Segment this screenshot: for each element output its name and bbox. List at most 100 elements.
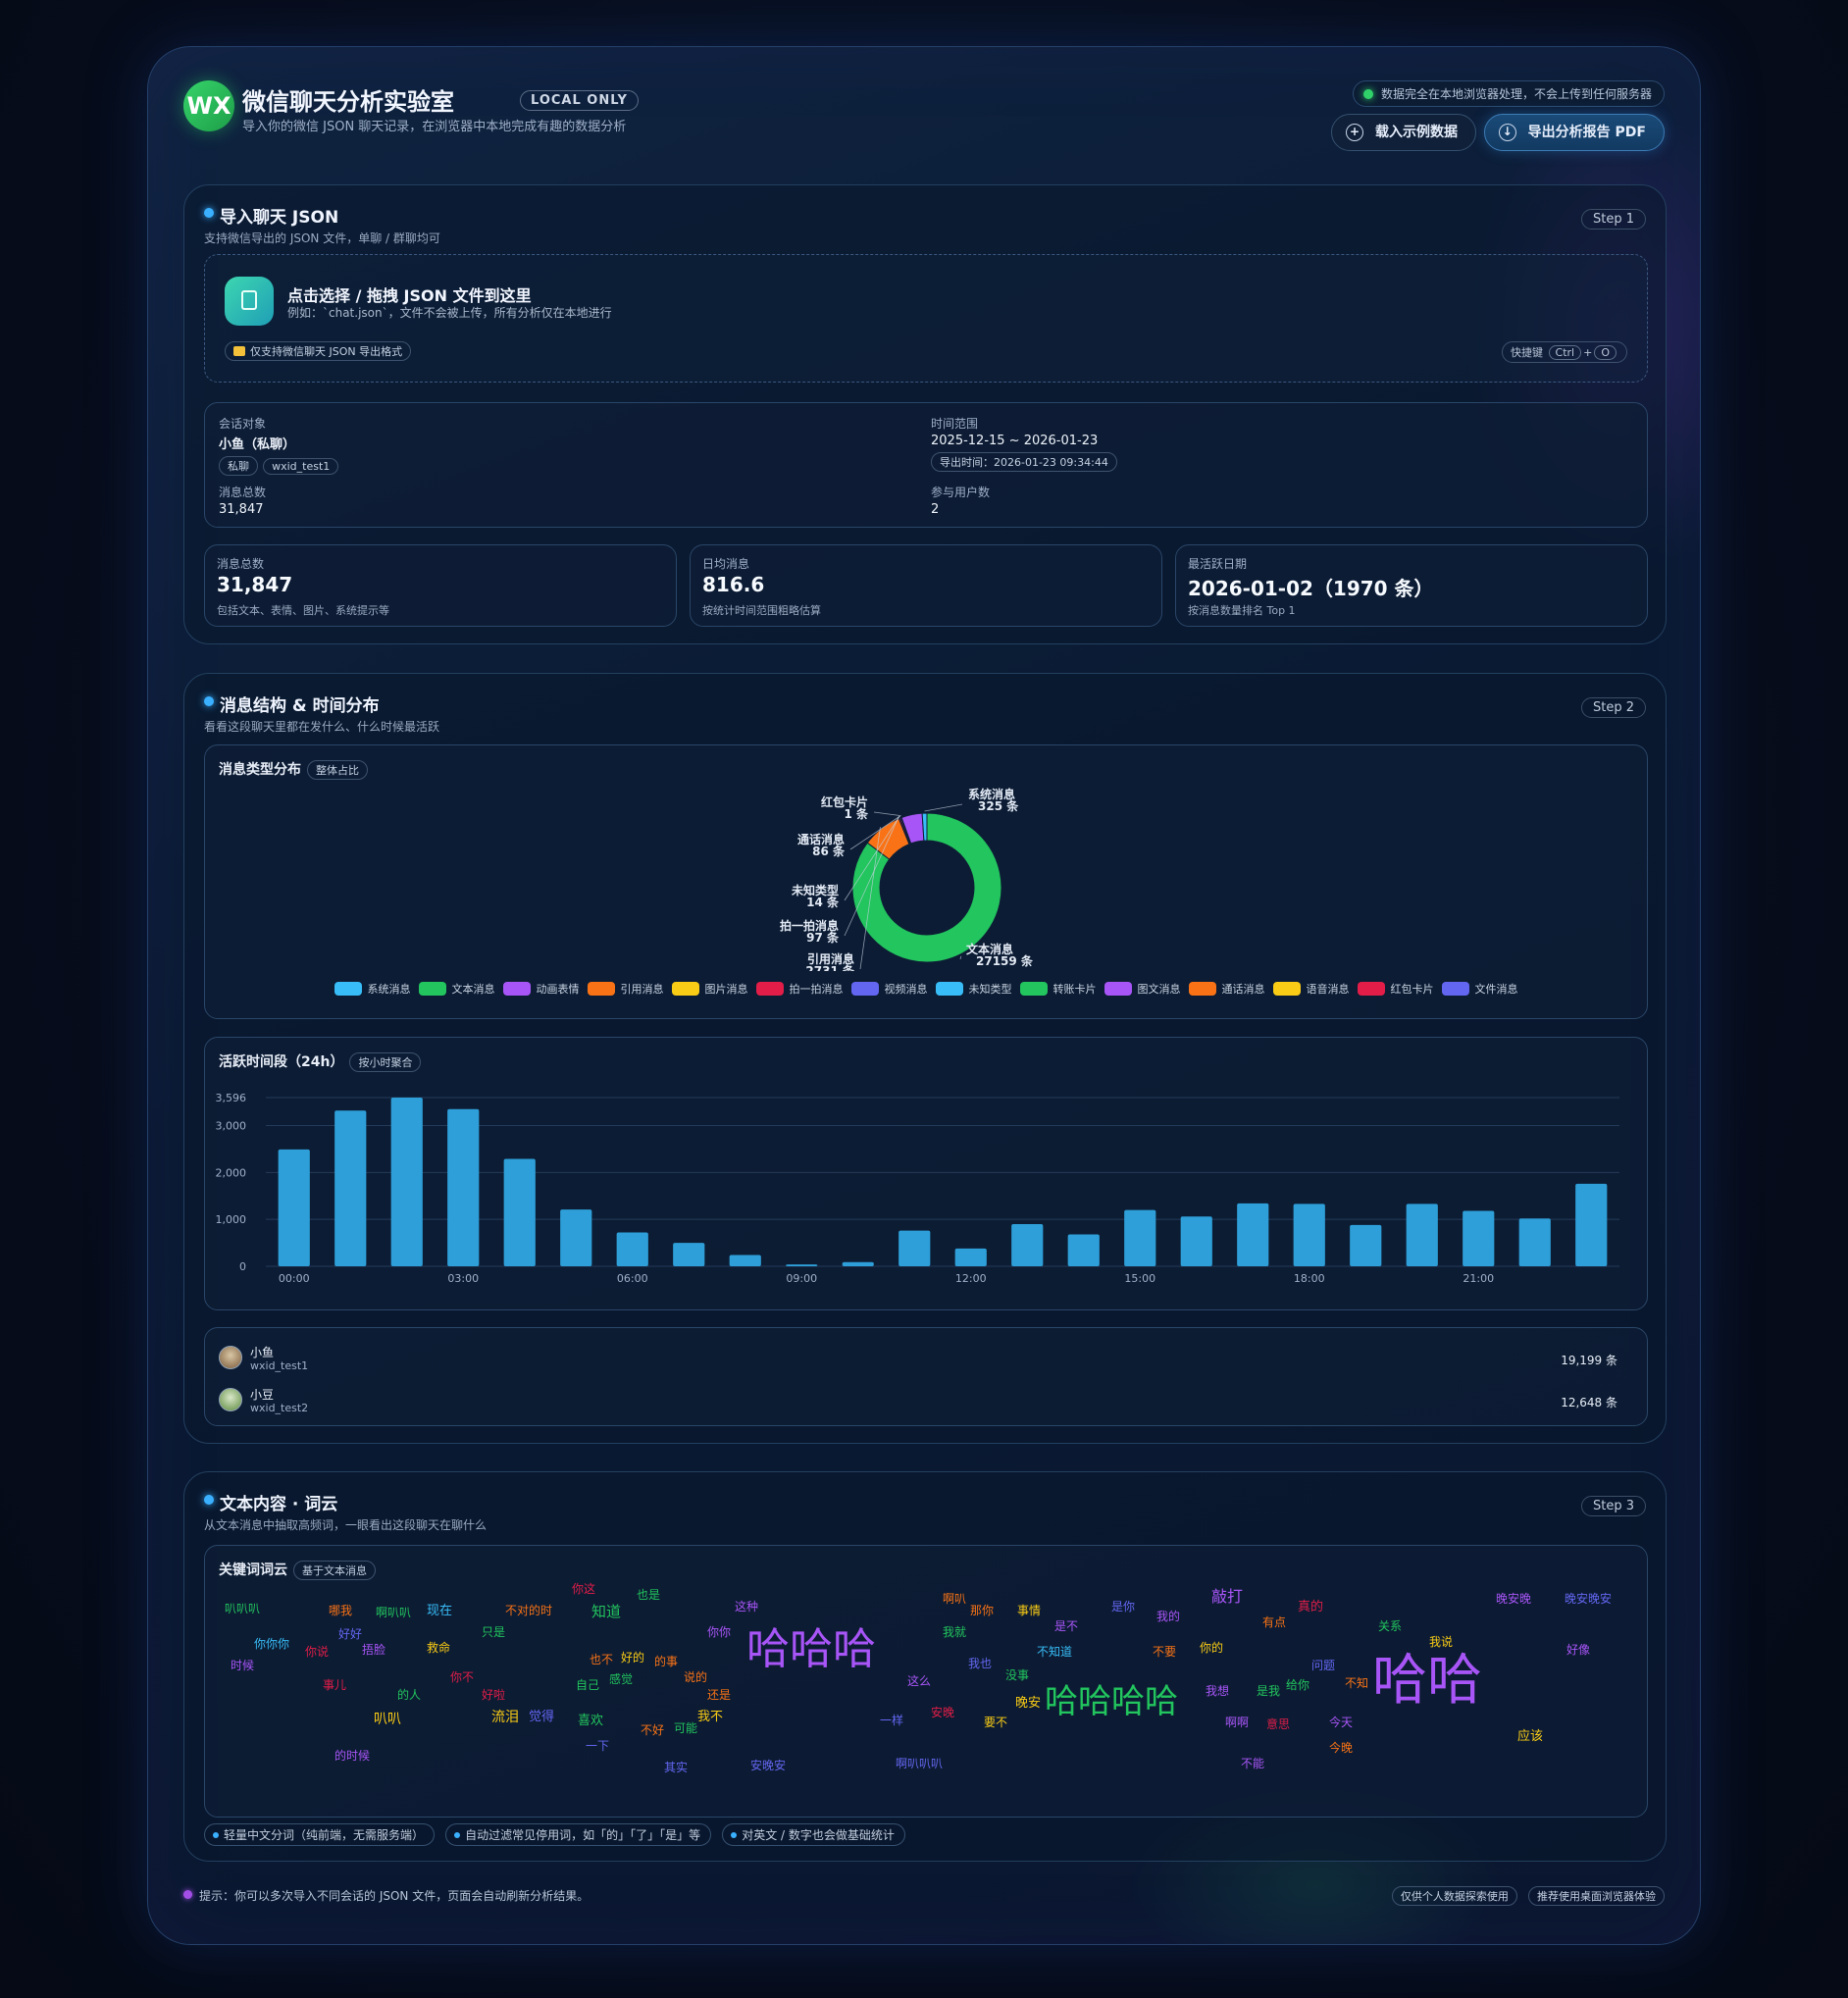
hour-bar[interactable]	[673, 1243, 705, 1266]
callout-value: 97 条	[806, 930, 840, 945]
legend-swatch	[502, 982, 531, 996]
legend-item[interactable]: 图文消息	[1104, 981, 1181, 997]
hour-bar[interactable]	[278, 1149, 310, 1266]
legend-label: 语音消息	[1306, 983, 1350, 996]
step-badge: Step 3	[1580, 1496, 1646, 1516]
cloud-word: 不知	[1345, 1676, 1369, 1690]
cloud-word: 敲打	[1211, 1587, 1244, 1606]
hour-bar[interactable]	[334, 1110, 367, 1266]
cloud-word: 晚安晚	[1496, 1592, 1532, 1606]
hour-bar[interactable]	[898, 1230, 931, 1266]
hour-bar[interactable]	[1463, 1210, 1495, 1266]
feature-list: 轻量中文分词（纯前端，无需服务端） 自动过滤常见停用词，如「的」「了」「是」等 …	[204, 1823, 911, 1846]
cloud-word: 时候	[231, 1659, 255, 1672]
legend-item[interactable]: 视频消息	[850, 981, 928, 997]
wordcloud-card-title: 关键词词云	[219, 1563, 287, 1578]
download-icon: ↓	[1498, 124, 1516, 141]
cloud-word: 自己	[576, 1678, 600, 1692]
hour-bar[interactable]	[786, 1264, 818, 1266]
hour-bar[interactable]	[1011, 1223, 1044, 1266]
hour-bar[interactable]	[503, 1158, 536, 1266]
pie-slice[interactable]	[921, 812, 928, 842]
legend-item[interactable]: 动画表情	[502, 981, 580, 997]
cloud-word: 觉得	[529, 1710, 555, 1724]
cloud-word: 这种	[735, 1600, 759, 1614]
legend-item[interactable]: 文件消息	[1441, 981, 1518, 997]
cloud-word: 的事	[654, 1655, 679, 1668]
hour-bar[interactable]	[1180, 1216, 1212, 1266]
privacy-badge: 数据完全在本地浏览器处理，不会上传到任何服务器	[1352, 80, 1665, 107]
hour-bar[interactable]	[1406, 1204, 1438, 1266]
footer-tip: 提示：你可以多次导入不同会话的 JSON 文件，页面会自动刷新分析结果。	[183, 1887, 589, 1904]
export-pdf-button[interactable]: ↓ 导出分析报告 PDF	[1483, 114, 1665, 151]
target-value: 小鱼（私聊）	[219, 437, 296, 452]
legend-item[interactable]: 拍一拍消息	[755, 981, 844, 997]
hour-bar[interactable]	[1067, 1234, 1100, 1266]
hour-bar[interactable]	[560, 1209, 592, 1266]
legend-item[interactable]: 通话消息	[1188, 981, 1265, 997]
hour-bar[interactable]	[1350, 1224, 1382, 1266]
cloud-word: 那你	[970, 1604, 995, 1617]
legend-swatch	[587, 982, 615, 996]
legend-item[interactable]: 引用消息	[587, 981, 664, 997]
legend-item[interactable]: 文本消息	[418, 981, 495, 997]
cloud-word: 喜欢	[578, 1714, 604, 1728]
cloud-word: 晚安	[1015, 1696, 1042, 1711]
x-tick-label: 09:00	[786, 1272, 817, 1285]
cloud-word: 不要	[1153, 1645, 1177, 1659]
wordcloud-section: 文本内容 · 词云 从文本消息中抽取高频词，一眼看出这段聊天在聊什么 Step …	[183, 1471, 1667, 1862]
cloud-word: 晚安晚安	[1565, 1592, 1613, 1606]
hour-bar[interactable]	[1518, 1218, 1551, 1266]
callout-label: 文本消息	[966, 942, 1013, 956]
legend-swatch	[1272, 982, 1301, 996]
cloud-word: 啊啊	[1225, 1716, 1250, 1729]
legend-label: 拍一拍消息	[789, 983, 844, 996]
legend-item[interactable]: 图片消息	[671, 981, 748, 997]
legend-item[interactable]: 系统消息	[334, 981, 411, 997]
hour-bar[interactable]	[842, 1261, 874, 1266]
x-tick-label: 21:00	[1463, 1272, 1494, 1285]
cloud-word: 今天	[1329, 1716, 1354, 1729]
callout-label: 引用消息	[807, 951, 854, 966]
app-header: WX 微信聊天分析实验室 LOCAL ONLY 导入你的微信 JSON 聊天记录…	[183, 80, 1665, 179]
avatar	[219, 1346, 242, 1369]
legend-item[interactable]: 未知类型	[935, 981, 1012, 997]
load-sample-button[interactable]: + 载入示例数据	[1331, 114, 1476, 151]
member-id: wxid_test2	[250, 1402, 309, 1414]
cloud-word: 这么	[907, 1674, 932, 1688]
hour-chart-pill: 按小时聚合	[349, 1052, 422, 1072]
hour-bar[interactable]	[447, 1108, 480, 1266]
feature-pill: 对英文 / 数字也会做基础统计	[722, 1823, 905, 1846]
import-title: 导入聊天 JSON	[204, 203, 440, 228]
hour-bar[interactable]	[1575, 1183, 1608, 1266]
callout-label: 未知类型	[791, 883, 839, 897]
hour-bar[interactable]	[1293, 1204, 1325, 1266]
o-key: O	[1594, 345, 1617, 360]
member-name: 小豆	[250, 1388, 275, 1402]
pie-slice[interactable]	[851, 812, 1002, 963]
hour-bar[interactable]	[1124, 1209, 1156, 1266]
cloud-word: 现在	[427, 1604, 453, 1618]
cloud-word: 哪我	[329, 1604, 353, 1617]
callout-value: 325 条	[978, 798, 1019, 813]
hour-bar[interactable]	[954, 1248, 987, 1266]
hour-bar[interactable]	[616, 1232, 648, 1266]
member-count: 12,648 条	[1561, 1396, 1617, 1409]
type-chart-pill: 整体占比	[307, 760, 368, 780]
load-sample-label: 载入示例数据	[1375, 125, 1458, 140]
legend-item[interactable]: 语音消息	[1272, 981, 1350, 997]
legend-label: 视频消息	[884, 983, 928, 996]
stat-card-total: 消息总数 31,847 包括文本、表情、图片、系统提示等	[204, 544, 677, 627]
hour-bar[interactable]	[390, 1098, 423, 1266]
callout-value: 27159 条	[976, 953, 1034, 968]
hour-bar[interactable]	[1237, 1203, 1269, 1266]
cloud-word: 我想	[1206, 1684, 1230, 1698]
file-dropzone[interactable]: 点击选择 / 拖拽 JSON 文件到这里 例如：`chat.json`，文件不会…	[204, 254, 1648, 383]
folder-icon	[233, 346, 245, 356]
cloud-word: 应该	[1517, 1729, 1544, 1744]
cloud-word: 你这	[572, 1582, 596, 1596]
hour-bar[interactable]	[729, 1255, 761, 1266]
legend-item[interactable]: 转账卡片	[1019, 981, 1097, 997]
legend-swatch	[1104, 982, 1132, 996]
legend-item[interactable]: 红包卡片	[1357, 981, 1434, 997]
